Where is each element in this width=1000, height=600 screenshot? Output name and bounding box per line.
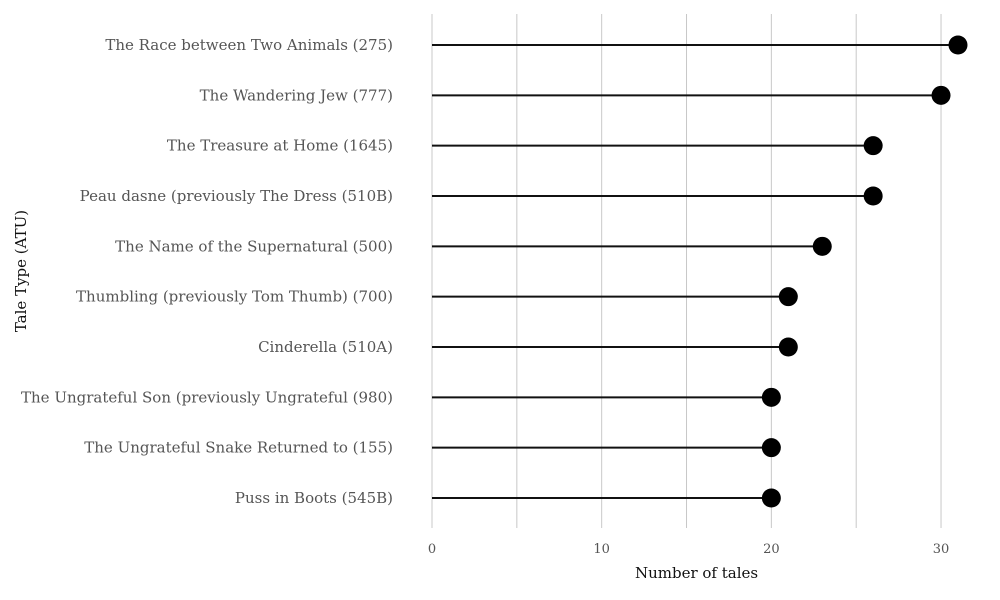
marker-layer [761, 35, 968, 508]
category-label: The Ungrateful Son (previously Ungratefu… [21, 388, 393, 406]
lollipop-marker [761, 438, 781, 458]
lollipop-marker [761, 387, 781, 407]
y-axis-title: Tale Type (ATU) [12, 210, 30, 332]
category-label: The Race between Two Animals (275) [105, 36, 393, 54]
stem-layer [432, 44, 958, 499]
category-label: The Treasure at Home (1645) [167, 137, 393, 155]
x-tick-labels: 0 10 20 30 [428, 542, 949, 557]
x-tick-label: 10 [593, 542, 610, 557]
lollipop-marker [948, 35, 968, 55]
category-label: The Name of the Supernatural (500) [115, 237, 393, 255]
category-label: Peau dasne (previously The Dress (510B) [80, 187, 393, 205]
category-label: Cinderella (510A) [258, 338, 393, 356]
lollipop-marker [931, 85, 951, 105]
x-tick-label: 30 [933, 542, 950, 557]
lollipop-marker [812, 236, 832, 256]
category-labels: The Race between Two Animals (275) The Wa… [21, 36, 393, 507]
lollipop-marker [778, 287, 798, 307]
lollipop-marker [863, 186, 883, 206]
category-label: The Wandering Jew (777) [200, 86, 393, 104]
x-axis-title: Number of tales [635, 564, 758, 582]
lollipop-marker [863, 136, 883, 156]
category-label: Thumbling (previously Tom Thumb) (700) [76, 288, 393, 306]
grid-layer [431, 14, 942, 528]
lollipop-marker [778, 337, 798, 357]
x-tick-label: 20 [763, 542, 780, 557]
lollipop-marker [761, 488, 781, 508]
category-label: Puss in Boots (545B) [235, 489, 393, 507]
category-label: The Ungrateful Snake Returned to (155) [84, 439, 393, 457]
x-tick-label: 0 [428, 542, 436, 557]
